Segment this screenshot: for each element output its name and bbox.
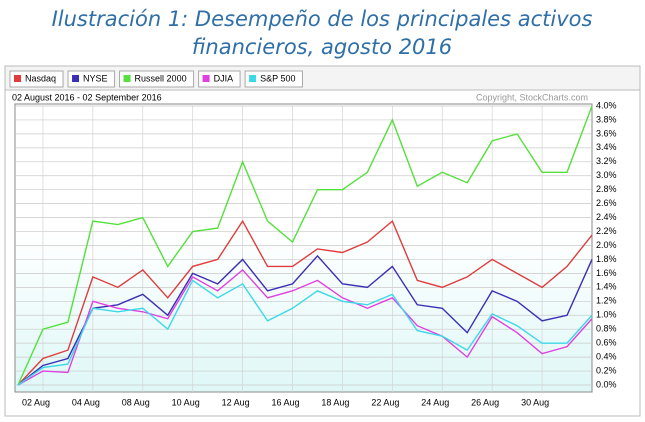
plot-area: [14, 103, 593, 393]
y-tick-label: 1.4%: [596, 282, 617, 292]
y-tick-label: 2.8%: [596, 184, 617, 194]
y-tick-label: 2.4%: [596, 212, 617, 222]
x-tick-label: 30 Aug: [521, 397, 549, 407]
y-tick-label: 1.2%: [596, 296, 617, 306]
title-line: Ilustración 1: Desempeño de los principa…: [52, 7, 593, 31]
y-tick-label: 3.8%: [596, 114, 617, 124]
x-tick-label: 16 Aug: [272, 397, 300, 407]
legend-swatch: [14, 75, 21, 82]
title-line: financieros, agosto 2016: [192, 35, 452, 59]
x-tick-label: 04 Aug: [72, 397, 100, 407]
y-tick-label: 0.4%: [596, 351, 617, 361]
legend-label: S&P 500: [260, 73, 295, 83]
y-tick-label: 2.6%: [596, 198, 617, 208]
legend-box: [9, 70, 64, 88]
y-tick-label: 3.4%: [596, 142, 617, 152]
series-line: [17, 254, 593, 386]
date-range: 02 August 2016 - 02 September 2016: [12, 92, 162, 102]
series-line: [17, 268, 593, 386]
legend-label: Russell 2000: [135, 73, 187, 83]
y-tick-label: 3.2%: [596, 156, 617, 166]
x-tick-label: 08 Aug: [122, 397, 150, 407]
legend-item: Russell 2000: [119, 70, 195, 88]
y-tick-label: 0.8%: [596, 324, 617, 334]
legend-label: NYSE: [83, 73, 108, 83]
x-tick-label: 10 Aug: [172, 397, 200, 407]
y-tick-label: 0.6%: [596, 338, 617, 348]
x-tick-label: 02 Aug: [22, 397, 50, 407]
legend-box: [67, 70, 116, 88]
y-tick-label: 1.8%: [596, 254, 617, 264]
legend-item: DJIA: [198, 70, 241, 88]
y-tick-label: 1.0%: [596, 310, 617, 320]
legend-item: S&P 500: [244, 70, 303, 88]
legend-box: [119, 70, 195, 88]
x-tick-label: 22 Aug: [371, 397, 399, 407]
copyright: Copyright, StockCharts.com: [476, 92, 588, 102]
legend-label: DJIA: [214, 73, 234, 83]
legend-box: [244, 70, 303, 88]
y-tick-label: 2.2%: [596, 226, 617, 236]
legend-item: NYSE: [67, 70, 116, 88]
series-line: [17, 219, 593, 386]
legend-label: Nasdaq: [25, 73, 56, 83]
legend-item: Nasdaq: [9, 70, 64, 88]
series-line: [17, 105, 593, 386]
legend-swatch: [202, 75, 210, 82]
x-tick-label: 18 Aug: [321, 397, 349, 407]
y-tick-label: 1.6%: [596, 268, 617, 278]
y-tick-label: 3.6%: [596, 128, 617, 138]
y-tick-label: 0.0%: [596, 379, 617, 389]
y-tick-label: 4.0%: [596, 100, 617, 110]
y-tick-label: 2.0%: [596, 240, 617, 250]
legend-swatch: [123, 75, 131, 82]
x-tick-label: 24 Aug: [421, 397, 449, 407]
legend-swatch: [72, 75, 80, 82]
y-tick-label: 3.0%: [596, 170, 617, 180]
x-tick-label: 26 Aug: [471, 397, 499, 407]
x-tick-label: 12 Aug: [222, 397, 250, 407]
y-tick-label: 0.2%: [596, 365, 617, 375]
series-line: [17, 279, 593, 386]
legend-swatch: [249, 75, 257, 82]
legend: Nasdaq NYSE Russell 2000 DJIA S&P 500: [9, 70, 303, 88]
